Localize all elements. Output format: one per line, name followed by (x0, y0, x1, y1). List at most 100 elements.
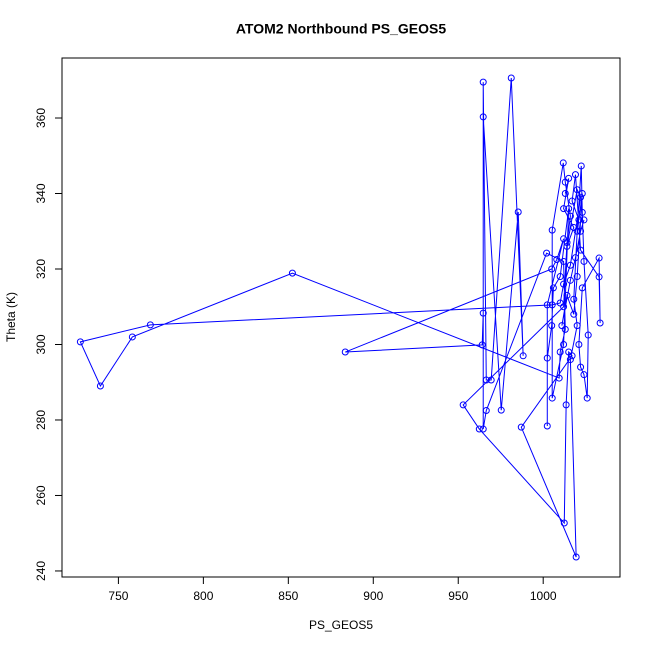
data-point (570, 295, 578, 303)
y-axis-label: Theta (K) (4, 292, 18, 342)
data-point (556, 273, 564, 281)
data-point (560, 303, 568, 311)
y-tick-label: 340 (34, 183, 48, 203)
data-point (560, 280, 568, 288)
data-point (548, 265, 556, 273)
x-tick-label: 1000 (530, 589, 557, 603)
data-point (341, 348, 349, 356)
data-point (497, 406, 505, 414)
data-point (571, 171, 579, 179)
data-point (573, 227, 581, 235)
data-point (558, 322, 566, 330)
data-point (543, 422, 551, 430)
y-tick-label: 360 (34, 108, 48, 128)
data-point (543, 354, 551, 362)
data-point (560, 205, 568, 213)
y-tick-label: 300 (34, 334, 48, 354)
data-point (479, 78, 487, 86)
data-point (595, 273, 603, 281)
data-point (475, 425, 483, 433)
y-tick-label: 240 (34, 561, 48, 581)
data-point (543, 249, 551, 257)
data-point (580, 257, 588, 265)
x-axis-label: PS_GEOS5 (309, 618, 373, 632)
data-point (577, 227, 585, 235)
data-point (578, 190, 586, 198)
x-tick-label: 800 (193, 589, 213, 603)
data-point (575, 340, 583, 348)
data-point (507, 74, 515, 82)
data-point (571, 254, 579, 262)
data-point (482, 407, 490, 415)
y-tick-label: 280 (34, 410, 48, 430)
data-point (96, 382, 104, 390)
data-point (479, 113, 487, 121)
data-point (459, 401, 467, 409)
data-point (76, 338, 84, 346)
data-point (572, 553, 580, 561)
data-point (548, 394, 556, 402)
data-point (596, 319, 604, 327)
data-point (573, 186, 581, 194)
data-point (548, 322, 556, 330)
data-point (553, 256, 561, 264)
data-point (560, 257, 568, 265)
data-point (573, 322, 581, 330)
data-point (482, 376, 490, 384)
data-point (568, 352, 576, 360)
data-point (560, 340, 568, 348)
data-point (548, 226, 556, 234)
data-point (563, 291, 571, 299)
data-point (561, 178, 569, 186)
y-tick-label: 320 (34, 259, 48, 279)
data-point (566, 356, 574, 364)
data-point (478, 341, 486, 349)
x-tick-label: 900 (363, 589, 383, 603)
data-point (578, 284, 586, 292)
data-point (479, 309, 487, 317)
data-point (577, 193, 585, 201)
data-point (570, 310, 578, 318)
data-point (595, 254, 603, 262)
x-tick-label: 750 (108, 589, 128, 603)
data-point (563, 239, 571, 247)
data-point (583, 394, 591, 402)
plot-frame (61, 57, 621, 578)
data-point (548, 301, 556, 309)
data-point (577, 246, 585, 254)
data-point (561, 190, 569, 198)
data-point (578, 208, 586, 216)
data-point (584, 331, 592, 339)
data-point (575, 216, 583, 224)
data-point (573, 273, 581, 281)
data-point (146, 321, 154, 329)
data-point (566, 261, 574, 269)
data-point (562, 401, 570, 409)
data-point (566, 276, 574, 284)
chart-title: ATOM2 Northbound PS_GEOS5 (236, 21, 446, 37)
data-point (479, 425, 487, 433)
data-point (560, 519, 568, 527)
data-point (517, 423, 525, 431)
x-tick-label: 950 (448, 589, 468, 603)
data-point (543, 301, 551, 309)
data-point (577, 162, 585, 170)
data-point (559, 159, 567, 167)
data-point (487, 376, 495, 384)
data-point (519, 352, 527, 360)
data-point (577, 363, 585, 371)
data-point (566, 212, 574, 220)
y-tick-label: 260 (34, 485, 48, 505)
data-point (565, 205, 573, 213)
data-point (549, 284, 557, 292)
data-point (555, 374, 563, 382)
data-point (288, 269, 296, 277)
data-point (580, 371, 588, 379)
data-point (568, 197, 576, 205)
data-point (556, 348, 564, 356)
data-point (563, 242, 571, 250)
data-point (128, 333, 136, 341)
